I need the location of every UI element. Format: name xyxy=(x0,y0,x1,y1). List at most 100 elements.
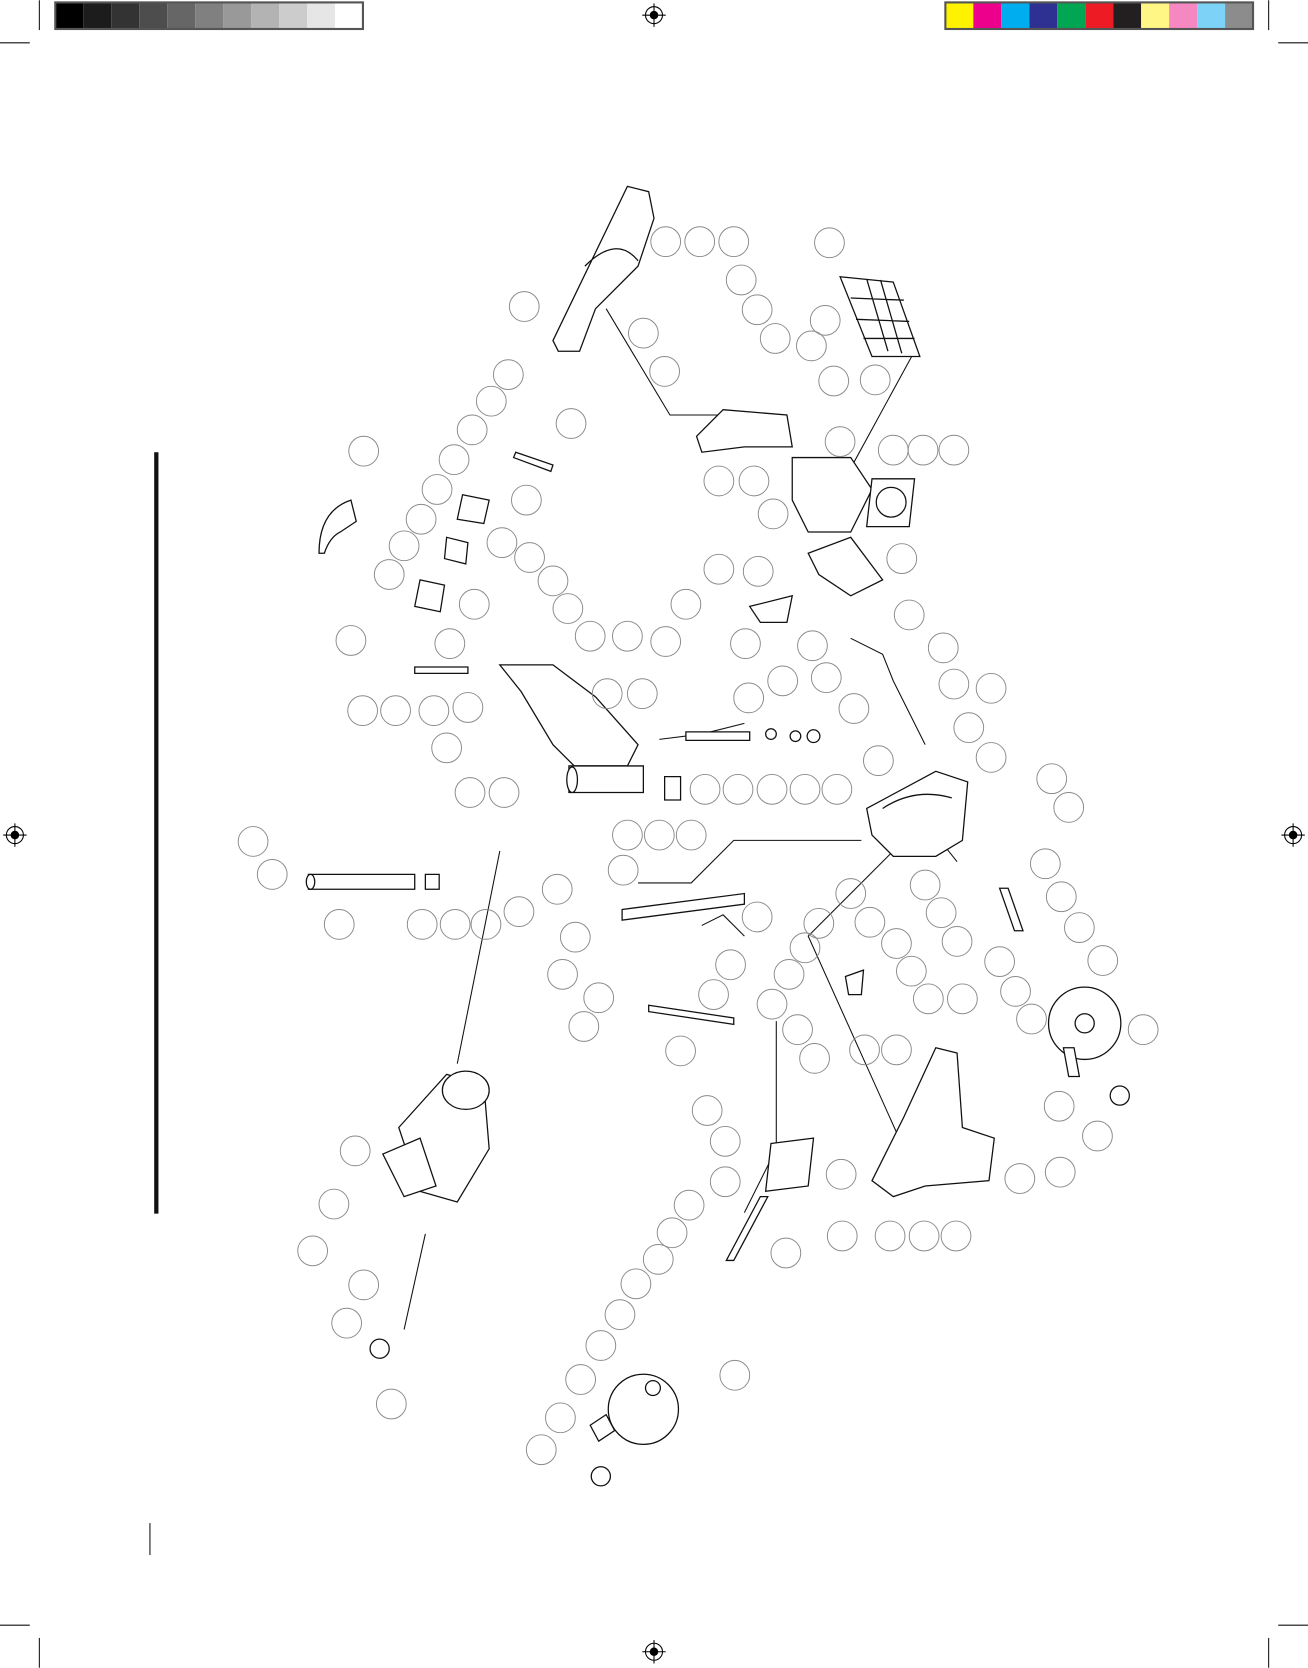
part-balloon xyxy=(895,955,927,987)
part-balloon xyxy=(756,773,788,805)
part-balloon xyxy=(642,1243,674,1275)
part-balloon xyxy=(525,1434,557,1466)
part-balloon xyxy=(503,896,535,927)
part-balloon xyxy=(767,665,799,697)
part-balloon xyxy=(380,695,411,727)
part-balloon xyxy=(656,1217,688,1249)
part-balloon xyxy=(547,959,578,990)
page-margin-bar xyxy=(154,452,159,1214)
color-swatch xyxy=(1197,2,1226,29)
part-balloon xyxy=(574,620,606,652)
motor-mount xyxy=(381,1137,437,1198)
part-balloon xyxy=(373,559,405,590)
part-balloon xyxy=(347,695,378,727)
part-balloon xyxy=(859,364,891,396)
part-balloon xyxy=(719,1359,751,1391)
part-balloon xyxy=(626,678,658,709)
registration-mark xyxy=(642,1640,666,1664)
part-balloon xyxy=(1127,1014,1159,1046)
part-balloon xyxy=(709,1166,741,1198)
part-balloon xyxy=(698,979,729,1010)
part-balloon xyxy=(742,555,774,587)
color-swatch xyxy=(1029,2,1058,29)
part-balloon xyxy=(718,226,750,258)
spring xyxy=(844,969,865,996)
part-balloon xyxy=(908,1220,940,1252)
part-balloon xyxy=(297,1235,329,1267)
tilt-rod xyxy=(414,666,469,675)
registration-mark xyxy=(1281,823,1305,847)
part-balloon xyxy=(348,1269,380,1301)
color-swatch xyxy=(195,2,224,29)
part-balloon xyxy=(886,543,918,574)
handwheel-left-knob xyxy=(590,1466,612,1487)
part-balloon xyxy=(434,628,466,660)
handwheel-right-hub xyxy=(1074,1013,1095,1034)
part-balloon xyxy=(348,435,380,467)
color-swatch xyxy=(1001,2,1030,29)
color-swatch xyxy=(139,2,168,29)
part-balloon xyxy=(583,982,615,1014)
grayscale-color-bar xyxy=(54,1,365,31)
part-balloon xyxy=(612,620,643,652)
part-balloon xyxy=(863,745,894,776)
part-balloon xyxy=(568,1011,600,1042)
part-balloon xyxy=(514,542,545,573)
part-balloon xyxy=(722,773,754,805)
part-balloon xyxy=(725,264,757,296)
handwheel-right-handle xyxy=(1062,1047,1081,1078)
part-balloon xyxy=(975,742,1007,773)
color-swatch xyxy=(279,2,308,29)
part-balloon xyxy=(789,773,821,805)
part-balloon xyxy=(730,628,761,660)
clamp-block xyxy=(456,494,490,525)
part-balloon xyxy=(458,588,490,620)
part-balloon xyxy=(947,983,978,1015)
motor-plate-bore xyxy=(875,486,907,518)
handwheel-left-hub xyxy=(644,1379,662,1397)
part-balloon xyxy=(1043,1090,1075,1122)
part-balloon xyxy=(984,946,1015,977)
blade-guard xyxy=(318,499,357,554)
part-balloons xyxy=(237,226,1159,1466)
part-balloon xyxy=(1036,763,1068,795)
color-swatch xyxy=(111,2,140,29)
part-balloon xyxy=(715,949,746,981)
part-balloon xyxy=(604,1299,636,1331)
slide-bracket xyxy=(764,1137,815,1193)
part-balloon xyxy=(585,1330,617,1361)
process-color-bar xyxy=(944,1,1255,31)
bearing xyxy=(789,730,802,743)
part-balloon xyxy=(421,474,453,505)
upper-arm-casting xyxy=(552,185,655,352)
gearbox-housing xyxy=(791,456,873,533)
part-balloon xyxy=(770,1237,802,1269)
part-balloon xyxy=(809,305,841,336)
part-balloon xyxy=(1016,1003,1047,1035)
part-balloon xyxy=(555,408,587,439)
part-balloon xyxy=(814,227,845,259)
part-balloon xyxy=(838,693,870,724)
part-balloon xyxy=(1045,881,1077,913)
part-balloon xyxy=(773,959,805,990)
part-balloon xyxy=(893,599,925,631)
color-swatch xyxy=(1085,2,1114,29)
part-balloon xyxy=(854,906,886,938)
part-balloon xyxy=(1004,1163,1036,1194)
part-balloon xyxy=(741,294,773,326)
part-balloon xyxy=(803,907,835,939)
part-balloon xyxy=(741,901,773,933)
part-balloon xyxy=(452,692,484,723)
part-balloon xyxy=(738,465,770,497)
part-balloon xyxy=(799,1043,830,1074)
part-balloon xyxy=(1044,1156,1076,1188)
part-balloon xyxy=(821,773,853,805)
part-balloon xyxy=(375,1388,407,1420)
rod-collar xyxy=(424,873,440,890)
part-balloon xyxy=(670,588,702,620)
color-swatch xyxy=(1113,2,1142,29)
base-casting xyxy=(871,1046,995,1198)
part-balloon xyxy=(612,819,643,851)
part-balloon xyxy=(835,878,867,909)
